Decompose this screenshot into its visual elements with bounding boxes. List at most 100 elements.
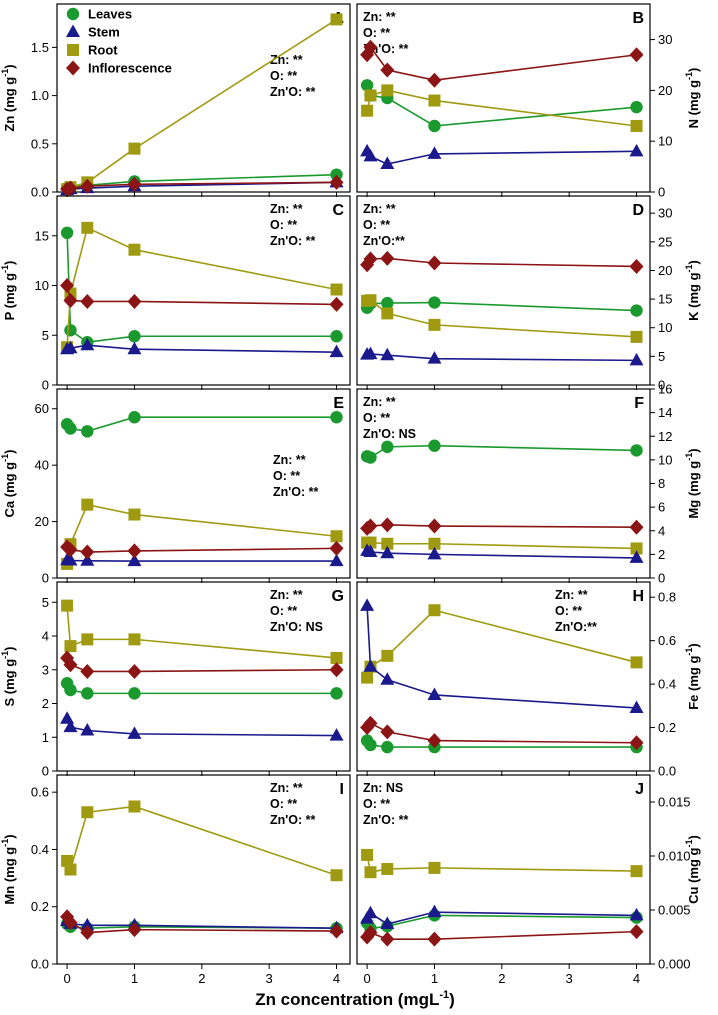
y-tick-label: 0 (658, 571, 665, 586)
y-tick-label: 0.000 (658, 957, 691, 972)
series-line-root (66, 503, 337, 565)
y-axis-label: Cu (mg g-1) (684, 835, 701, 904)
legend-label-inflorescence: Inflorescence (88, 61, 172, 76)
y-axis-label: P (mg g-1) (0, 261, 17, 321)
x-tick-label: 4 (333, 971, 340, 986)
point-root (64, 640, 77, 653)
y-axis-label: S (mg g-1) (0, 646, 17, 706)
y-tick-label: 0 (42, 378, 49, 393)
series-line-stem (66, 718, 337, 737)
y-tick-label: 1.0 (31, 88, 49, 103)
x-tick-label: 1 (131, 971, 138, 986)
point-stem (329, 728, 344, 741)
legend-marker-root (67, 44, 79, 56)
stats-annotation: Zn'O: NS (363, 427, 416, 441)
point-stem (629, 700, 644, 713)
panel-frame (56, 3, 351, 193)
point-root (381, 649, 394, 662)
stats-annotation: O: ** (273, 469, 300, 483)
stats-annotation: Zn: ** (270, 202, 303, 216)
point-leaves (128, 330, 141, 343)
point-root (330, 869, 343, 882)
series-line-root (366, 89, 637, 127)
y-tick-label: 15 (35, 228, 49, 243)
stats-annotation: Zn: ** (363, 202, 396, 216)
point-inflorescence (329, 296, 344, 312)
panel-G: 0 1 2 3 4 5 S (mg g-1) G Zn: ** O: ** Zn'O: NS (0, 581, 351, 779)
panel-letter: C (332, 202, 344, 219)
point-root (428, 604, 441, 617)
x-axis-label: Zn concentration (mgL-1) (255, 989, 455, 1009)
stats-annotation: Zn'O: ** (363, 813, 408, 827)
y-tick-label: 0.0 (658, 764, 676, 779)
panel-letter: D (632, 202, 644, 219)
panel-frame (356, 195, 651, 386)
stats-annotation: O: ** (555, 604, 582, 618)
y-tick-label: 0.005 (658, 903, 691, 918)
point-leaves (381, 740, 394, 754)
point-inflorescence (127, 922, 142, 938)
y-tick-label: 20 (658, 263, 672, 278)
series-line-stem (66, 344, 337, 353)
y-tick-label: 12 (658, 429, 672, 444)
point-stem (363, 346, 378, 360)
legend-marker-leaves (66, 7, 80, 21)
y-tick-label: 20 (658, 83, 672, 98)
y-tick-label: 0.4 (31, 842, 49, 857)
y-axis-label: Zn (mg g-1) (0, 64, 17, 131)
panel-frame (56, 581, 351, 772)
series-line-stem (366, 550, 637, 559)
y-tick-label: 10 (658, 320, 672, 335)
series-line-inflorescence (366, 930, 637, 940)
point-inflorescence (63, 914, 78, 930)
y-tick-label: 0 (42, 571, 49, 586)
stats-annotation: O: ** (270, 797, 297, 811)
y-tick-label: 5 (42, 595, 49, 610)
point-root (630, 119, 643, 132)
legend: Leaves Stem Root Inflorescence (66, 7, 172, 76)
y-axis-label: N (mg g-1) (684, 68, 701, 129)
stats-annotation: O: ** (270, 604, 297, 618)
point-leaves (128, 411, 141, 424)
series-line-root (366, 854, 637, 874)
series-line-inflorescence (66, 285, 337, 306)
series-line-leaves (366, 914, 637, 930)
stats-annotation: O: ** (363, 218, 390, 232)
point-root (428, 318, 441, 331)
point-stem (380, 156, 395, 170)
y-tick-label: 16 (658, 382, 672, 397)
panels: 0.00.51.01.5Zn (mg g-1)AZn: **O: **Zn'O:… (0, 3, 701, 986)
y-tick-label: 3 (42, 662, 49, 677)
x-tick-label: 0 (63, 971, 70, 986)
point-root (428, 861, 441, 874)
point-stem (380, 672, 395, 685)
point-inflorescence (363, 715, 378, 731)
y-tick-label: 40 (35, 458, 49, 473)
point-inflorescence (80, 925, 95, 940)
point-stem (427, 146, 442, 159)
point-root (81, 806, 94, 819)
panel-frame (56, 774, 351, 965)
point-leaves (428, 119, 441, 133)
point-inflorescence (80, 544, 95, 560)
x-tick-label: 3 (266, 971, 273, 986)
stats-annotation: Zn: ** (555, 588, 588, 602)
point-root (61, 599, 74, 612)
point-root (128, 243, 141, 256)
panel-frame (356, 774, 651, 965)
point-inflorescence (127, 543, 142, 559)
point-stem (127, 341, 142, 355)
series-line-inflorescence (66, 546, 337, 553)
point-inflorescence (629, 519, 644, 535)
legend-label-root: Root (88, 43, 118, 58)
legend-marker-inflorescence (66, 60, 80, 76)
x-tick-label: 1 (431, 971, 438, 986)
point-inflorescence (127, 663, 142, 679)
series-line-leaves (366, 444, 637, 459)
point-stem (360, 598, 375, 611)
y-tick-label: 15 (658, 292, 672, 307)
y-tick-label: 0.8 (658, 590, 676, 605)
stats-annotation: O: ** (363, 411, 390, 425)
point-stem (127, 553, 142, 567)
point-leaves (60, 226, 74, 240)
